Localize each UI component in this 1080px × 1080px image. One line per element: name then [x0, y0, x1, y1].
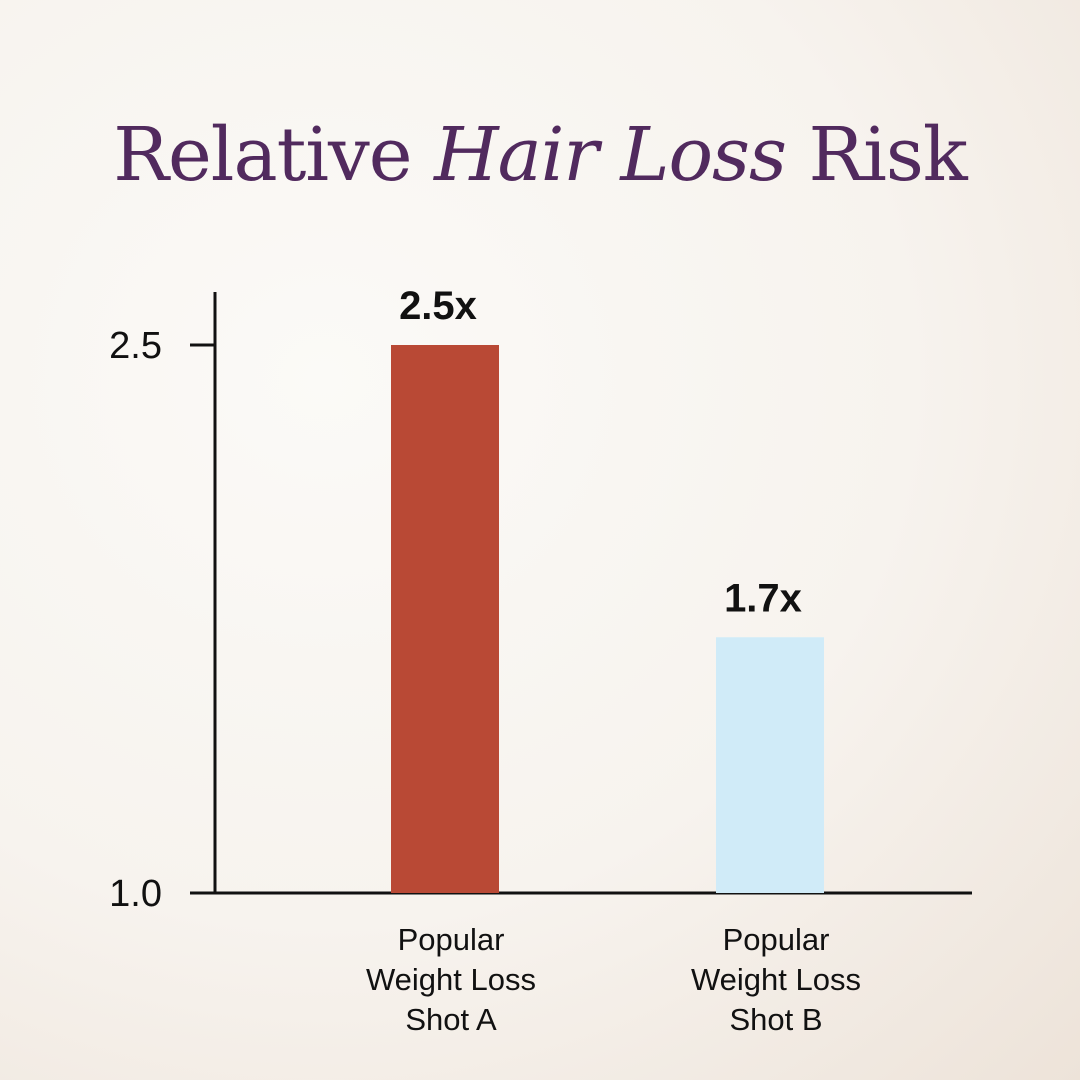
title-part-italic: Hair Loss: [434, 112, 787, 198]
category-label: Popular Weight Loss Shot A: [366, 922, 536, 1037]
category-label-line: Weight Loss: [366, 962, 536, 997]
bar-shot-a: [391, 345, 499, 893]
y-tick-label: 1.0: [109, 873, 162, 915]
category-label-line: Shot B: [729, 1002, 822, 1037]
title-part-regular: Relative: [113, 112, 435, 198]
data-label: 2.5x: [399, 284, 477, 328]
category-label-line: Popular: [723, 922, 830, 957]
bar-shot-b: [716, 637, 824, 893]
data-label: 1.7x: [724, 576, 802, 620]
title-part-regular-end: Risk: [785, 112, 967, 198]
y-tick-label: 2.5: [109, 325, 162, 367]
category-label: Popular Weight Loss Shot B: [691, 922, 861, 1037]
category-label-line: Shot A: [405, 1002, 497, 1037]
chart-title: Relative Hair Loss Risk: [0, 118, 1080, 192]
category-label-line: Popular: [398, 922, 505, 957]
category-label-line: Weight Loss: [691, 962, 861, 997]
